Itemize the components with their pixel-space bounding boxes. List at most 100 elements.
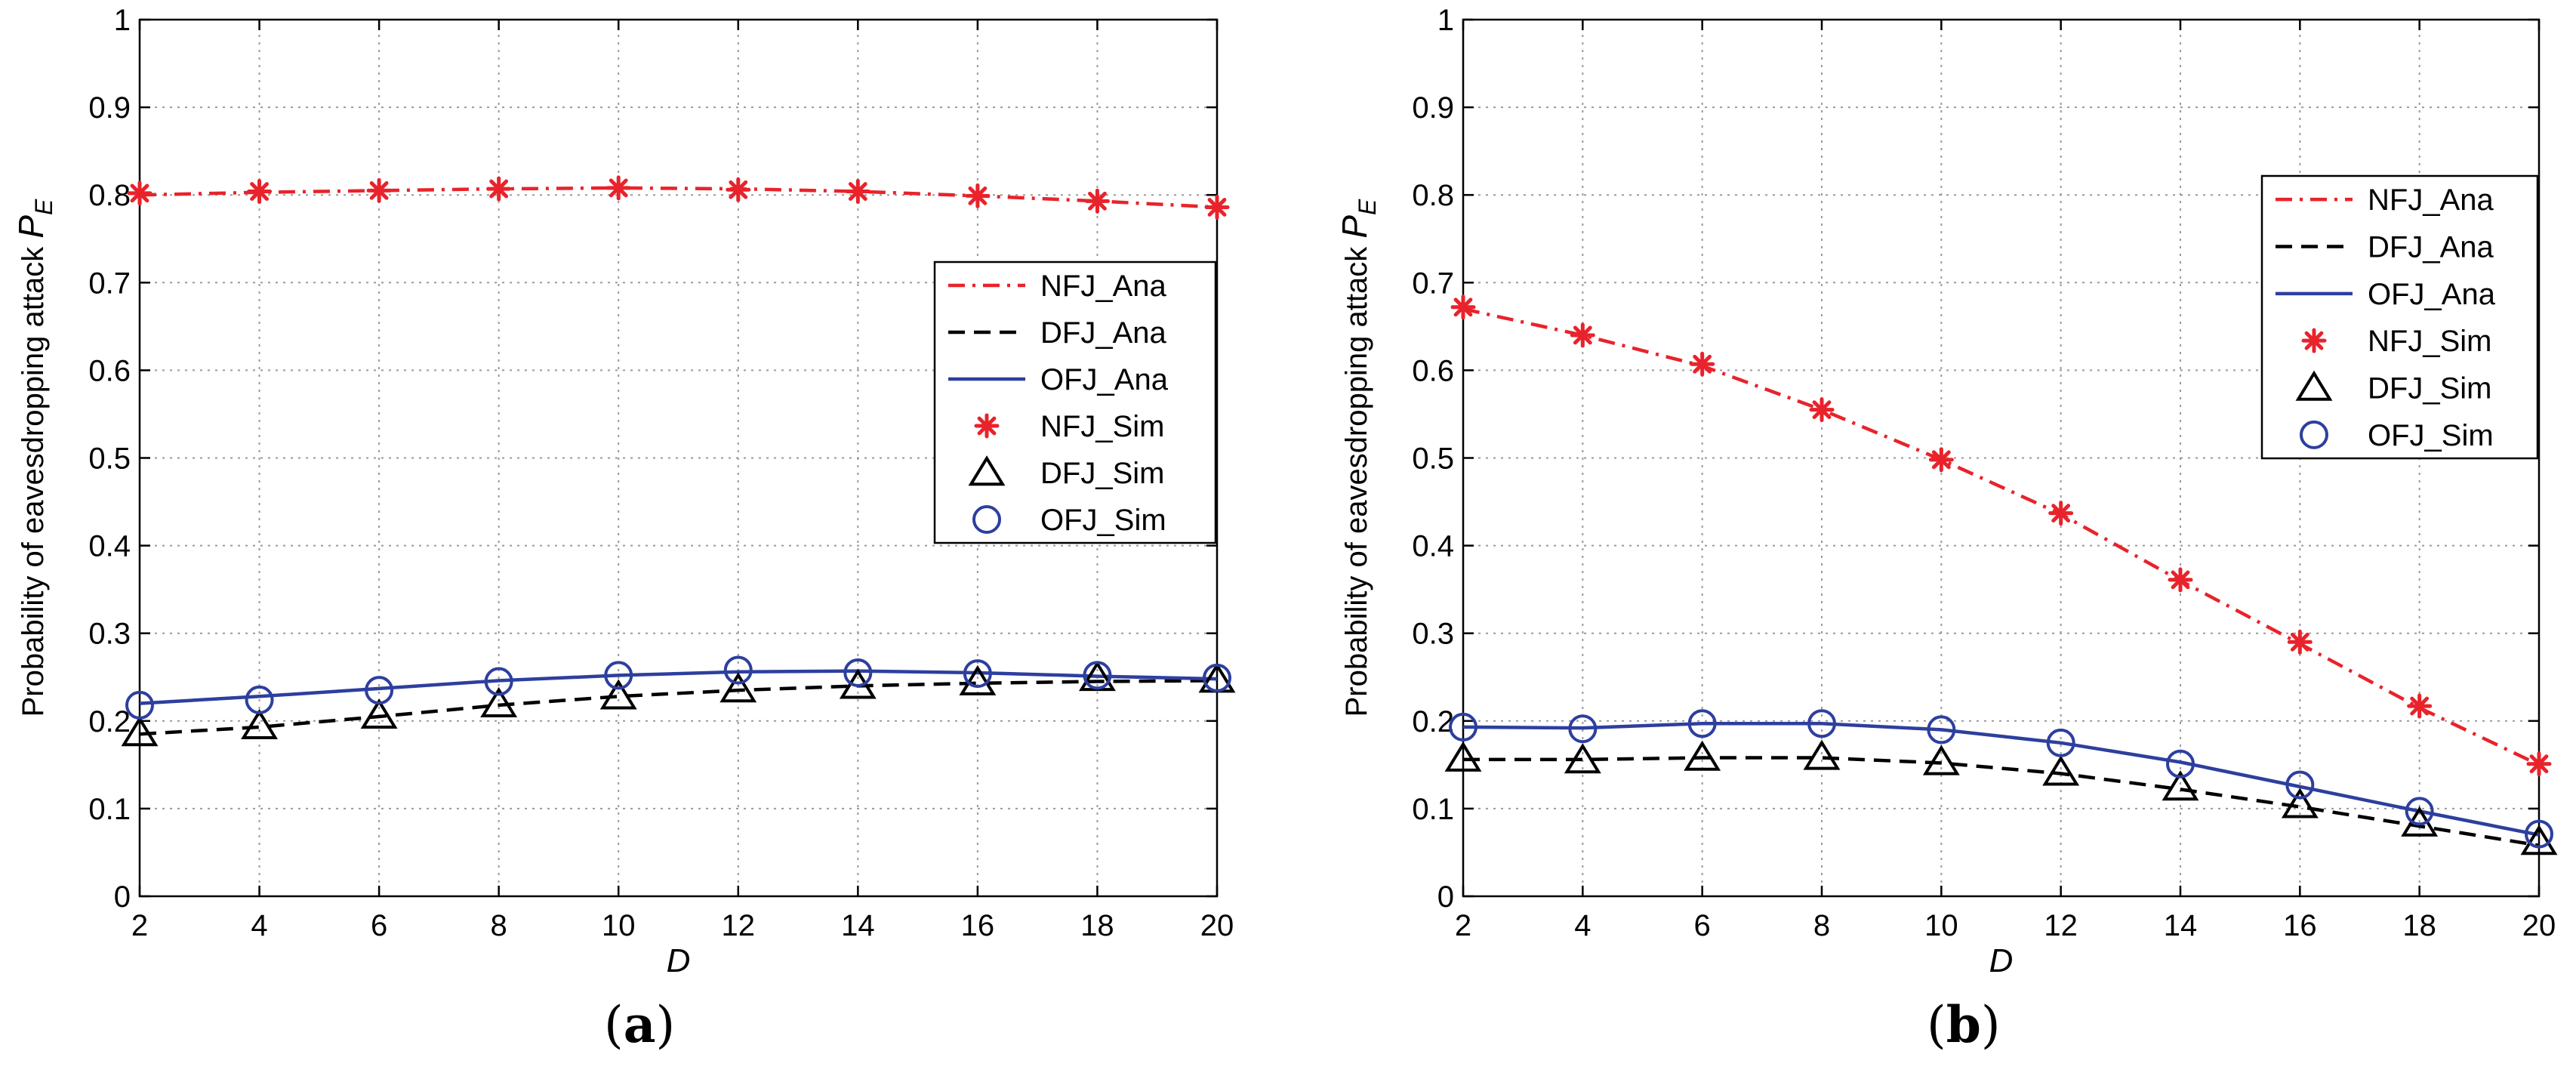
data-point-triangle [2520, 825, 2558, 855]
data-point-circle [125, 690, 154, 720]
y-tick-label: 1 [114, 4, 131, 37]
data-point-triangle [1564, 743, 1601, 774]
x-tick-label: 6 [371, 909, 387, 942]
data-point-circle [484, 667, 513, 696]
x-tick-label: 4 [1574, 909, 1591, 942]
y-axis-label: Probability of eavesdropping attack PE [1335, 199, 1381, 717]
data-point-star [726, 177, 751, 202]
x-tick-label: 6 [1694, 909, 1711, 942]
y-tick-label: 0.4 [1412, 530, 1454, 563]
data-point-circle [2525, 819, 2553, 849]
legend-label: DFJ_Ana [1040, 316, 1166, 350]
series-line-nfj-ana [1462, 307, 2540, 766]
data-point-circle [604, 661, 633, 690]
y-axis-label: Probability of eavesdropping attack PE [11, 199, 57, 717]
y-tick-label: 0.2 [1412, 705, 1454, 738]
data-point-star [1084, 188, 1110, 214]
data-point-star [127, 180, 153, 206]
data-point-circle [972, 505, 1001, 534]
data-point-circle [1083, 661, 1112, 690]
data-point-star [2168, 567, 2193, 593]
data-point-circle [2285, 770, 2315, 800]
legend-label: DFJ_Ana [2368, 231, 2494, 264]
panel-label-a: (a) [604, 995, 676, 1054]
x-tick-label: 16 [961, 909, 995, 942]
data-point-circle [2046, 728, 2075, 757]
data-point-circle [1203, 663, 1231, 692]
data-point-star [1450, 294, 1476, 320]
y-tick-label: 0.9 [88, 91, 131, 125]
data-point-triangle [968, 455, 1006, 486]
data-point-star [1204, 194, 1230, 220]
data-point-circle [365, 676, 394, 705]
x-tick-label: 4 [251, 909, 267, 942]
data-point-triangle [241, 708, 279, 739]
legend-box [2260, 174, 2539, 460]
y-tick-label: 0.6 [88, 354, 131, 387]
data-point-circle [843, 658, 873, 687]
legend-label: OFJ_Ana [2368, 278, 2496, 311]
series-line-dfj-ana [1463, 756, 2540, 847]
y-tick-label: 0 [114, 880, 131, 914]
data-point-triangle [360, 698, 398, 729]
data-point-circle [245, 685, 274, 714]
data-point-star [2287, 629, 2313, 655]
chart-panel-b: 2 4 6 8 10 12 14 16 18 20 0 0.1 0.2 0.3 0.4 0.5 0.6 0.7 0.… [1335, 4, 2558, 979]
data-point-star [845, 179, 870, 205]
data-point-circle [1807, 709, 1836, 738]
x-tick-label: 10 [602, 909, 636, 942]
x-tick-label: 2 [1455, 909, 1471, 942]
x-tick-label: 8 [1813, 909, 1830, 942]
legend-label: NFJ_Sim [1040, 410, 1164, 443]
data-point-circle [2166, 749, 2195, 778]
x-tick-label: 20 [2522, 909, 2556, 942]
x-axis-label: D [1989, 942, 2014, 979]
x-tick-label: 14 [841, 909, 875, 942]
y-tick-label: 1 [1437, 4, 1454, 37]
data-point-star [1570, 322, 1595, 348]
legend-label: OFJ_Sim [1040, 504, 1166, 537]
y-tick-label: 0.2 [88, 705, 131, 738]
legend: NFJ_Ana DFJ_Ana OFJ_Ana NFJ_Sim DFJ_Sim OFJ_S… [2260, 174, 2539, 460]
x-tick-label: 12 [2044, 909, 2078, 942]
series-markers-ofj-sim [1449, 709, 2553, 849]
data-point-circle [2405, 797, 2434, 826]
data-point-star [486, 176, 512, 202]
series-line-ofj-ana [139, 669, 1218, 705]
legend-box [933, 261, 1217, 544]
data-point-triangle [959, 664, 997, 695]
y-tick-label: 0.5 [1412, 442, 1454, 476]
data-point-triangle [2281, 788, 2319, 818]
data-point-circle [723, 655, 753, 685]
legend: NFJ_Ana DFJ_Ana OFJ_Ana NFJ_Sim DFJ_Sim OFJ_S… [933, 261, 1217, 544]
data-point-triangle [1444, 741, 1482, 772]
data-point-triangle [599, 679, 637, 710]
y-tick-label: 0 [1437, 880, 1454, 914]
legend-label: NFJ_Ana [1040, 270, 1166, 303]
y-tick-label: 0.3 [88, 618, 131, 651]
data-point-triangle [719, 672, 757, 703]
data-point-circle [2300, 420, 2328, 449]
data-point-circle [963, 659, 992, 689]
legend-label: OFJ_Ana [1040, 363, 1169, 396]
x-axis-label: D [667, 942, 691, 979]
legend-label: NFJ_Sim [2368, 325, 2491, 358]
series-line-nfj-ana [139, 186, 1218, 209]
legend-label: NFJ_Ana [2368, 183, 2494, 217]
panel-label-b: (b) [1927, 995, 2001, 1054]
y-tick-label: 0.5 [88, 442, 131, 476]
y-tick-label: 0.7 [88, 267, 131, 300]
data-point-triangle [480, 686, 518, 717]
x-tick-label: 18 [1080, 909, 1114, 942]
y-tick-label: 0.1 [1412, 793, 1454, 826]
legend-label: DFJ_Sim [2368, 372, 2491, 405]
series-markers-dfj-sim [1444, 739, 2558, 855]
data-point-triangle [1922, 745, 1960, 775]
x-tick-label: 10 [1924, 909, 1958, 942]
data-point-star [1690, 351, 1715, 377]
data-point-triangle [1803, 739, 1841, 770]
data-point-star [965, 183, 991, 208]
y-tick-label: 0.9 [1412, 91, 1454, 125]
series-markers-nfj-sim [1450, 294, 2552, 777]
data-point-star [974, 413, 1000, 439]
